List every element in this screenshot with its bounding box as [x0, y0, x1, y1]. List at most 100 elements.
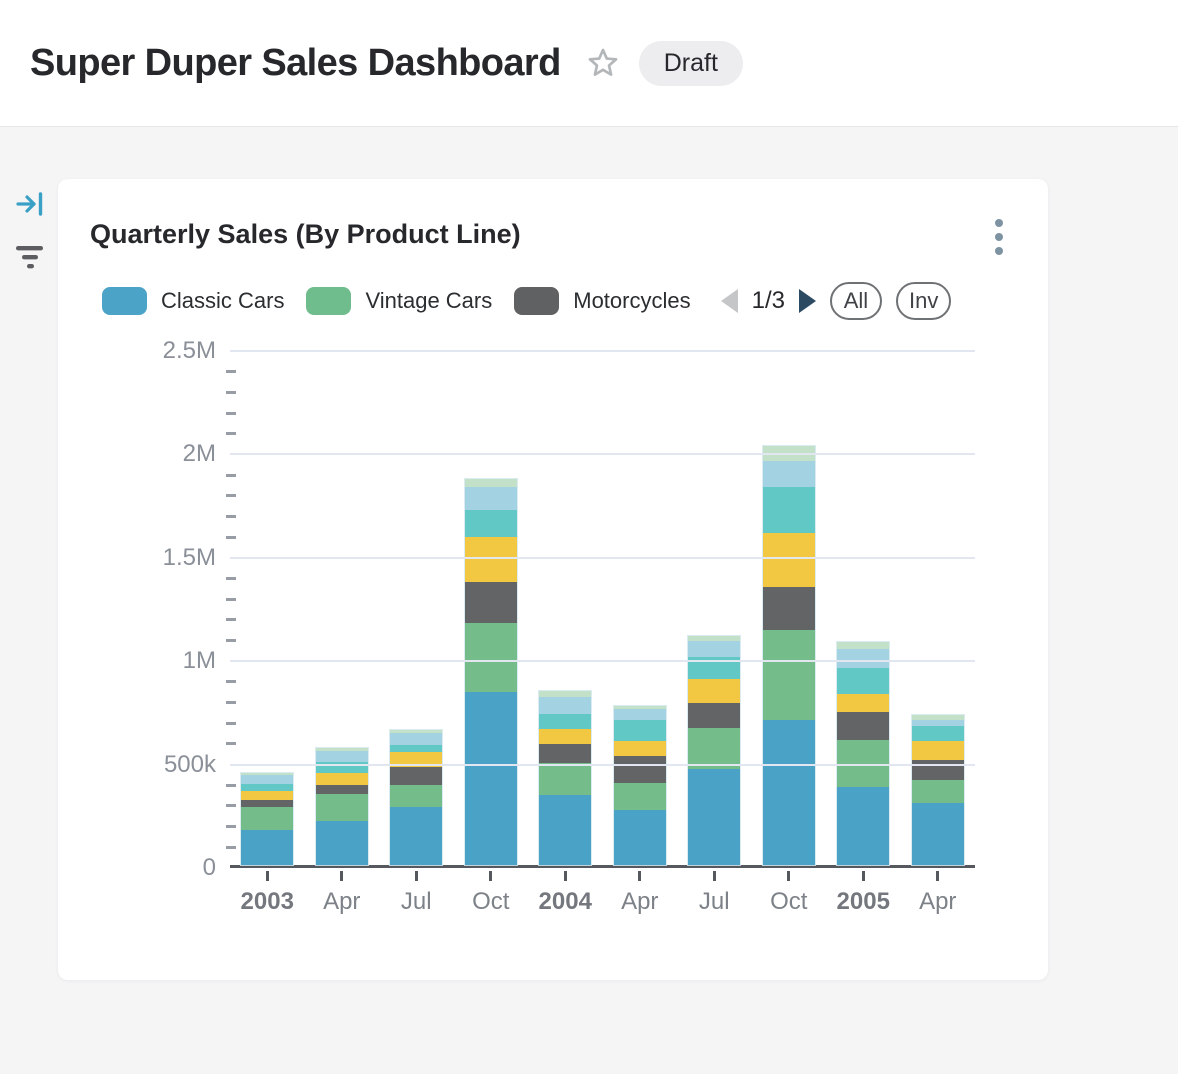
- stacked-bar[interactable]: [613, 706, 666, 865]
- bar-segment[interactable]: [241, 775, 294, 784]
- bar-segment[interactable]: [613, 720, 666, 741]
- expand-panel-button[interactable]: [13, 188, 47, 223]
- bar-segment[interactable]: [390, 785, 443, 808]
- bar-segment[interactable]: [315, 747, 368, 751]
- bar-segment[interactable]: [241, 783, 294, 791]
- bar-segment[interactable]: [464, 486, 517, 510]
- bar-segment[interactable]: [241, 790, 294, 800]
- bar-segment[interactable]: [837, 693, 890, 712]
- filter-button[interactable]: [13, 240, 47, 279]
- bar-segment[interactable]: [613, 706, 666, 710]
- bar-segment[interactable]: [613, 810, 666, 865]
- bar-segment[interactable]: [613, 709, 666, 721]
- bar-segment[interactable]: [688, 702, 741, 729]
- legend-item-vintage-cars[interactable]: Vintage Cars: [306, 287, 492, 315]
- bar-segment[interactable]: [241, 830, 294, 865]
- bar-segment[interactable]: [539, 728, 592, 745]
- bar-segment[interactable]: [539, 744, 592, 763]
- bar-segment[interactable]: [911, 726, 964, 742]
- stacked-bar[interactable]: [762, 446, 815, 865]
- bar-segment[interactable]: [315, 761, 368, 773]
- bar-segment[interactable]: [911, 780, 964, 803]
- select-all-button[interactable]: All: [829, 282, 882, 320]
- stacked-bar[interactable]: [688, 635, 741, 865]
- bar-segment[interactable]: [762, 720, 815, 865]
- bar-segment[interactable]: [390, 729, 443, 733]
- bar-slot: [230, 351, 305, 865]
- stacked-bar[interactable]: [241, 772, 294, 865]
- bar-segment[interactable]: [688, 768, 741, 865]
- y-minor-tick: [226, 742, 236, 746]
- bar-segment[interactable]: [464, 537, 517, 582]
- bar-segment[interactable]: [241, 772, 294, 776]
- x-axis-cell: Oct: [752, 871, 827, 916]
- stacked-bar[interactable]: [539, 691, 592, 865]
- bar-segment[interactable]: [762, 586, 815, 630]
- stacked-bar[interactable]: [315, 747, 368, 865]
- bar-segment[interactable]: [241, 806, 294, 831]
- legend-item-motorcycles[interactable]: Motorcycles: [514, 287, 691, 315]
- bar-segment[interactable]: [613, 740, 666, 756]
- bar-segment[interactable]: [315, 772, 368, 785]
- bar-segment[interactable]: [688, 641, 741, 657]
- bar-segment[interactable]: [390, 767, 443, 786]
- stacked-bar[interactable]: [837, 641, 890, 865]
- bar-segment[interactable]: [613, 783, 666, 811]
- bar-segment[interactable]: [390, 732, 443, 745]
- bar-segment[interactable]: [762, 629, 815, 721]
- bar-segment[interactable]: [539, 691, 592, 697]
- bar-segment[interactable]: [539, 696, 592, 714]
- bar-segment[interactable]: [315, 784, 368, 794]
- favorite-star-button[interactable]: [585, 45, 621, 81]
- legend-item-classic-cars[interactable]: Classic Cars: [102, 287, 284, 315]
- bar-segment[interactable]: [315, 793, 368, 822]
- bar-segment[interactable]: [837, 712, 890, 740]
- y-minor-tick: [226, 473, 236, 477]
- bar-segment[interactable]: [315, 750, 368, 762]
- bar-segment[interactable]: [837, 641, 890, 650]
- x-axis-label: Oct: [472, 888, 510, 915]
- bar-segment[interactable]: [911, 802, 964, 865]
- stacked-bar[interactable]: [911, 715, 964, 865]
- bar-segment[interactable]: [539, 713, 592, 729]
- bar-segment[interactable]: [837, 787, 890, 865]
- legend-pager: 1/3: [720, 287, 816, 315]
- stacked-bar[interactable]: [390, 729, 443, 865]
- card-menu-button[interactable]: [986, 217, 1012, 257]
- bar-segment[interactable]: [539, 795, 592, 865]
- bar-segment[interactable]: [390, 744, 443, 752]
- bar-segment[interactable]: [762, 486, 815, 534]
- bar-segment[interactable]: [315, 821, 368, 865]
- bar-segment[interactable]: [613, 755, 666, 784]
- bar-segment[interactable]: [911, 715, 964, 721]
- bar-segment[interactable]: [464, 622, 517, 693]
- pager-next-button[interactable]: [798, 289, 816, 313]
- bar-segment[interactable]: [837, 668, 890, 694]
- bar-segment[interactable]: [688, 635, 741, 642]
- bar-segment[interactable]: [464, 478, 517, 487]
- bar-segment[interactable]: [911, 741, 964, 760]
- bar-segment[interactable]: [464, 581, 517, 623]
- y-axis-label: 0: [202, 854, 216, 881]
- bar-segment[interactable]: [837, 649, 890, 669]
- bar-slot: [454, 351, 529, 865]
- pager-prev-button[interactable]: [720, 289, 738, 313]
- bar-slot: [901, 351, 976, 865]
- bar-segment[interactable]: [837, 739, 890, 788]
- bar-segment[interactable]: [464, 509, 517, 538]
- bar-segment[interactable]: [390, 807, 443, 865]
- bar-segment[interactable]: [762, 460, 815, 487]
- bar-segment[interactable]: [688, 728, 741, 769]
- bar-segment[interactable]: [241, 799, 294, 807]
- y-minor-tick: [226, 576, 236, 580]
- stacked-bar[interactable]: [464, 478, 517, 865]
- bar-segment[interactable]: [390, 751, 443, 768]
- bar-segment[interactable]: [762, 533, 815, 587]
- invert-selection-button[interactable]: Inv: [895, 282, 952, 320]
- bar-segment[interactable]: [464, 692, 517, 865]
- y-minor-tick: [226, 783, 236, 787]
- bar-segment[interactable]: [539, 762, 592, 796]
- x-axis-tick: [936, 871, 940, 881]
- bar-segment[interactable]: [688, 678, 741, 703]
- bar-segment[interactable]: [911, 720, 964, 727]
